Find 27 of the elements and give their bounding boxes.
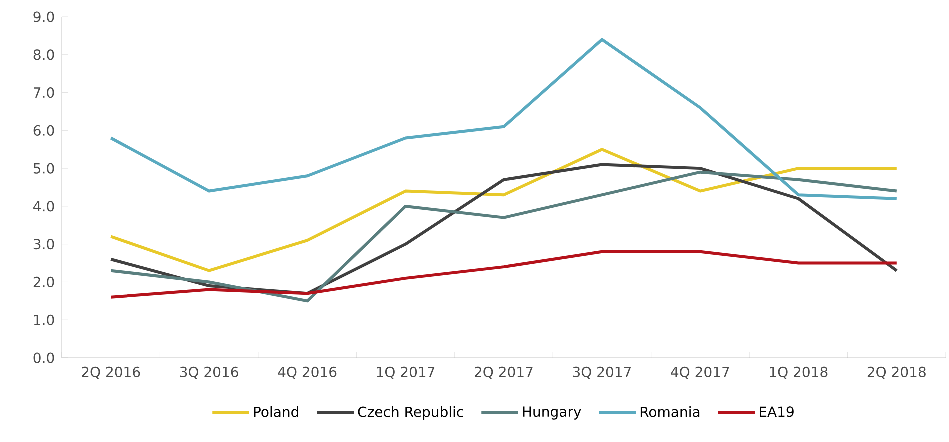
line-series — [110, 250, 898, 299]
x-tick-label: 3Q 2017 — [573, 366, 632, 380]
y-tick-label: 8.0 — [34, 50, 54, 60]
legend-label: Czech Republic — [358, 406, 464, 420]
x-tick-label: 2Q 2016 — [82, 366, 140, 380]
x-tick-label: 2Q 2018 — [868, 366, 926, 380]
x-tick-label: 4Q 2016 — [278, 366, 337, 380]
y-tick-label: 4.0 — [34, 201, 54, 212]
y-tick-label: 0.0 — [34, 352, 54, 364]
legend-label: Romania — [640, 406, 700, 418]
y-tick-label: 1.0 — [34, 314, 54, 326]
y-tick-label: 6.0 — [34, 125, 54, 136]
y-tick-label: 5.0 — [34, 163, 54, 174]
x-tick-label: 2Q 2017 — [475, 366, 533, 380]
x-tick-label: 4Q 2017 — [671, 366, 730, 380]
legend-label: EA19 — [760, 406, 794, 418]
x-tick-label: 3Q 2016 — [180, 366, 238, 380]
legend-label: Poland — [254, 406, 298, 418]
x-tick-label: 1Q 2018 — [770, 366, 828, 380]
y-tick-label: 3.0 — [34, 239, 54, 250]
y-tick-label: 2.0 — [34, 276, 54, 288]
legend-label: Hungary — [523, 406, 582, 420]
x-tick-label: 1Q 2017 — [377, 366, 435, 380]
line-series — [110, 148, 898, 272]
y-tick-label: 7.0 — [34, 87, 54, 98]
y-tick-label: 9.0 — [34, 12, 54, 22]
line-series — [110, 38, 898, 200]
